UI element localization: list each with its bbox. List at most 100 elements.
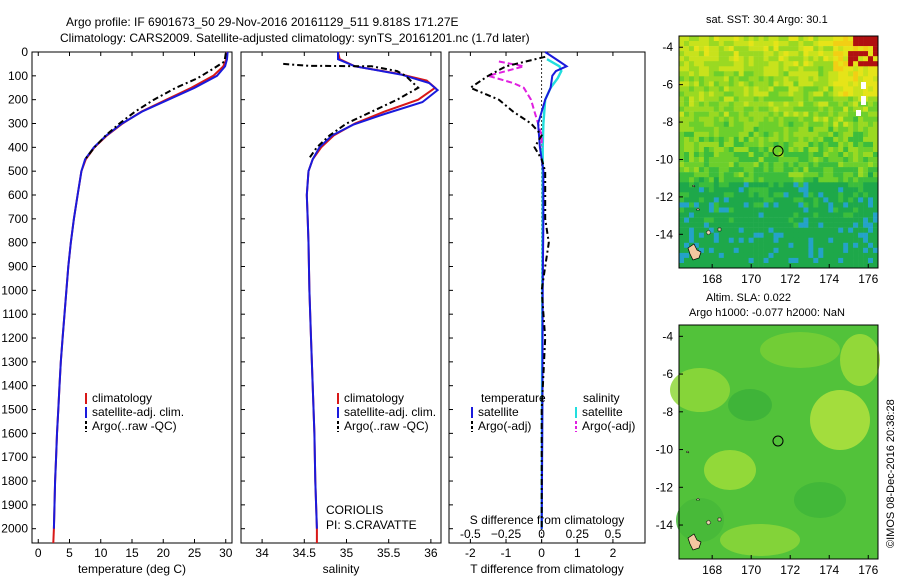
sst-cell xyxy=(873,187,879,193)
sst-cell xyxy=(823,192,829,198)
sst-cell xyxy=(758,96,764,102)
sst-cell xyxy=(788,46,794,52)
sst-cell xyxy=(823,36,829,42)
sst-cell xyxy=(843,212,849,218)
sst-cell xyxy=(693,237,700,243)
sst-cell xyxy=(778,101,784,107)
sst-y-tick-label: -4 xyxy=(662,40,673,54)
sst-cell xyxy=(798,106,804,112)
sst-cell xyxy=(713,217,720,223)
sst-cell xyxy=(868,121,874,127)
sst-cell xyxy=(783,197,789,203)
sst-cell xyxy=(833,157,839,163)
sst-cell xyxy=(828,56,834,62)
figure-title-line2: Climatology: CARS2009. Satellite-adjuste… xyxy=(60,31,530,45)
sst-cell xyxy=(684,222,690,228)
sst-cell xyxy=(818,71,824,77)
sst-cell xyxy=(738,182,744,188)
sst-cell xyxy=(868,207,874,213)
sst-cell xyxy=(778,177,784,183)
sst-cell xyxy=(813,51,819,57)
sst-cell xyxy=(689,237,695,243)
sst-cell xyxy=(798,41,804,47)
sst-cell xyxy=(808,91,814,97)
sst-cell xyxy=(863,192,869,198)
sst-cell xyxy=(778,76,784,82)
sst-cell xyxy=(728,147,735,153)
temp-legend-argo-label: Argo(..raw -QC) xyxy=(92,419,177,433)
sst-cell xyxy=(843,111,849,117)
salinity-x-axis-label: salinity xyxy=(323,562,360,576)
sst-cell xyxy=(718,252,725,259)
sst-cell xyxy=(868,177,874,183)
sst-cell xyxy=(713,172,720,178)
sst-cell xyxy=(763,106,769,112)
sst-cell xyxy=(723,51,730,57)
sst-cell xyxy=(763,263,769,269)
sst-cell xyxy=(823,71,829,77)
sst-cell xyxy=(708,252,715,259)
sst-cell xyxy=(868,61,874,67)
sst-cell xyxy=(808,61,814,67)
sst-cell xyxy=(778,247,784,254)
sst-cell xyxy=(698,152,705,158)
sst-cell xyxy=(758,242,764,249)
sst-cell xyxy=(698,217,705,223)
sst-cell xyxy=(733,36,739,42)
sst-cell xyxy=(718,147,725,153)
sst-cell xyxy=(758,152,764,158)
sst-cell xyxy=(798,71,804,77)
sst-cell xyxy=(798,187,804,193)
sst-cell xyxy=(768,81,774,87)
sst-cell xyxy=(768,192,774,198)
sst-cell xyxy=(703,252,710,259)
sst-cell xyxy=(778,71,784,77)
sst-cell xyxy=(793,96,799,102)
sst-cell xyxy=(818,126,824,133)
sst-cell xyxy=(813,36,819,42)
sst-cell xyxy=(838,257,844,264)
sst-cell xyxy=(743,237,749,243)
sst-cell xyxy=(718,121,725,127)
diff-s-tick-label: −0.25 xyxy=(491,527,522,541)
sst-cell xyxy=(728,202,735,208)
sst-cell xyxy=(858,36,864,42)
sst-cell xyxy=(728,96,735,102)
sst-cell xyxy=(808,101,814,107)
sst-cell xyxy=(803,152,809,158)
figure-title-line1: Argo profile: IF 6901673_50 29-Nov-2016 … xyxy=(66,15,459,29)
sst-cell xyxy=(868,172,874,178)
sst-cell xyxy=(738,121,744,127)
sst-cell xyxy=(833,41,839,47)
sst-cell xyxy=(718,197,725,203)
sst-cell xyxy=(708,101,715,107)
sst-cell xyxy=(813,136,819,143)
sst-cell xyxy=(788,252,794,259)
sst-cell xyxy=(743,61,749,67)
sst-cell xyxy=(853,172,859,178)
sst-cell xyxy=(788,247,794,254)
sst-cell xyxy=(838,86,844,92)
sst-cell xyxy=(768,182,774,188)
sst-cell xyxy=(703,46,710,52)
sst-cell xyxy=(698,46,705,52)
sst-cell xyxy=(813,91,819,97)
sst-cell xyxy=(743,202,749,208)
sst-cell xyxy=(689,257,695,264)
sst-cell xyxy=(713,162,720,168)
sst-cell xyxy=(698,81,705,87)
sst-cell xyxy=(753,116,759,122)
sst-cell xyxy=(798,76,804,82)
sst-cell xyxy=(703,217,710,223)
sst-cell xyxy=(803,263,809,269)
sst-cell xyxy=(748,202,754,208)
sst-cell xyxy=(733,116,739,122)
sst-cell xyxy=(858,167,864,173)
sst-cell xyxy=(873,56,879,62)
sst-cell xyxy=(778,111,784,117)
sst-cell xyxy=(833,152,839,158)
sst-cell xyxy=(703,121,710,127)
sst-cell xyxy=(733,157,739,163)
sst-cell xyxy=(698,257,705,264)
sst-cell xyxy=(793,66,799,72)
